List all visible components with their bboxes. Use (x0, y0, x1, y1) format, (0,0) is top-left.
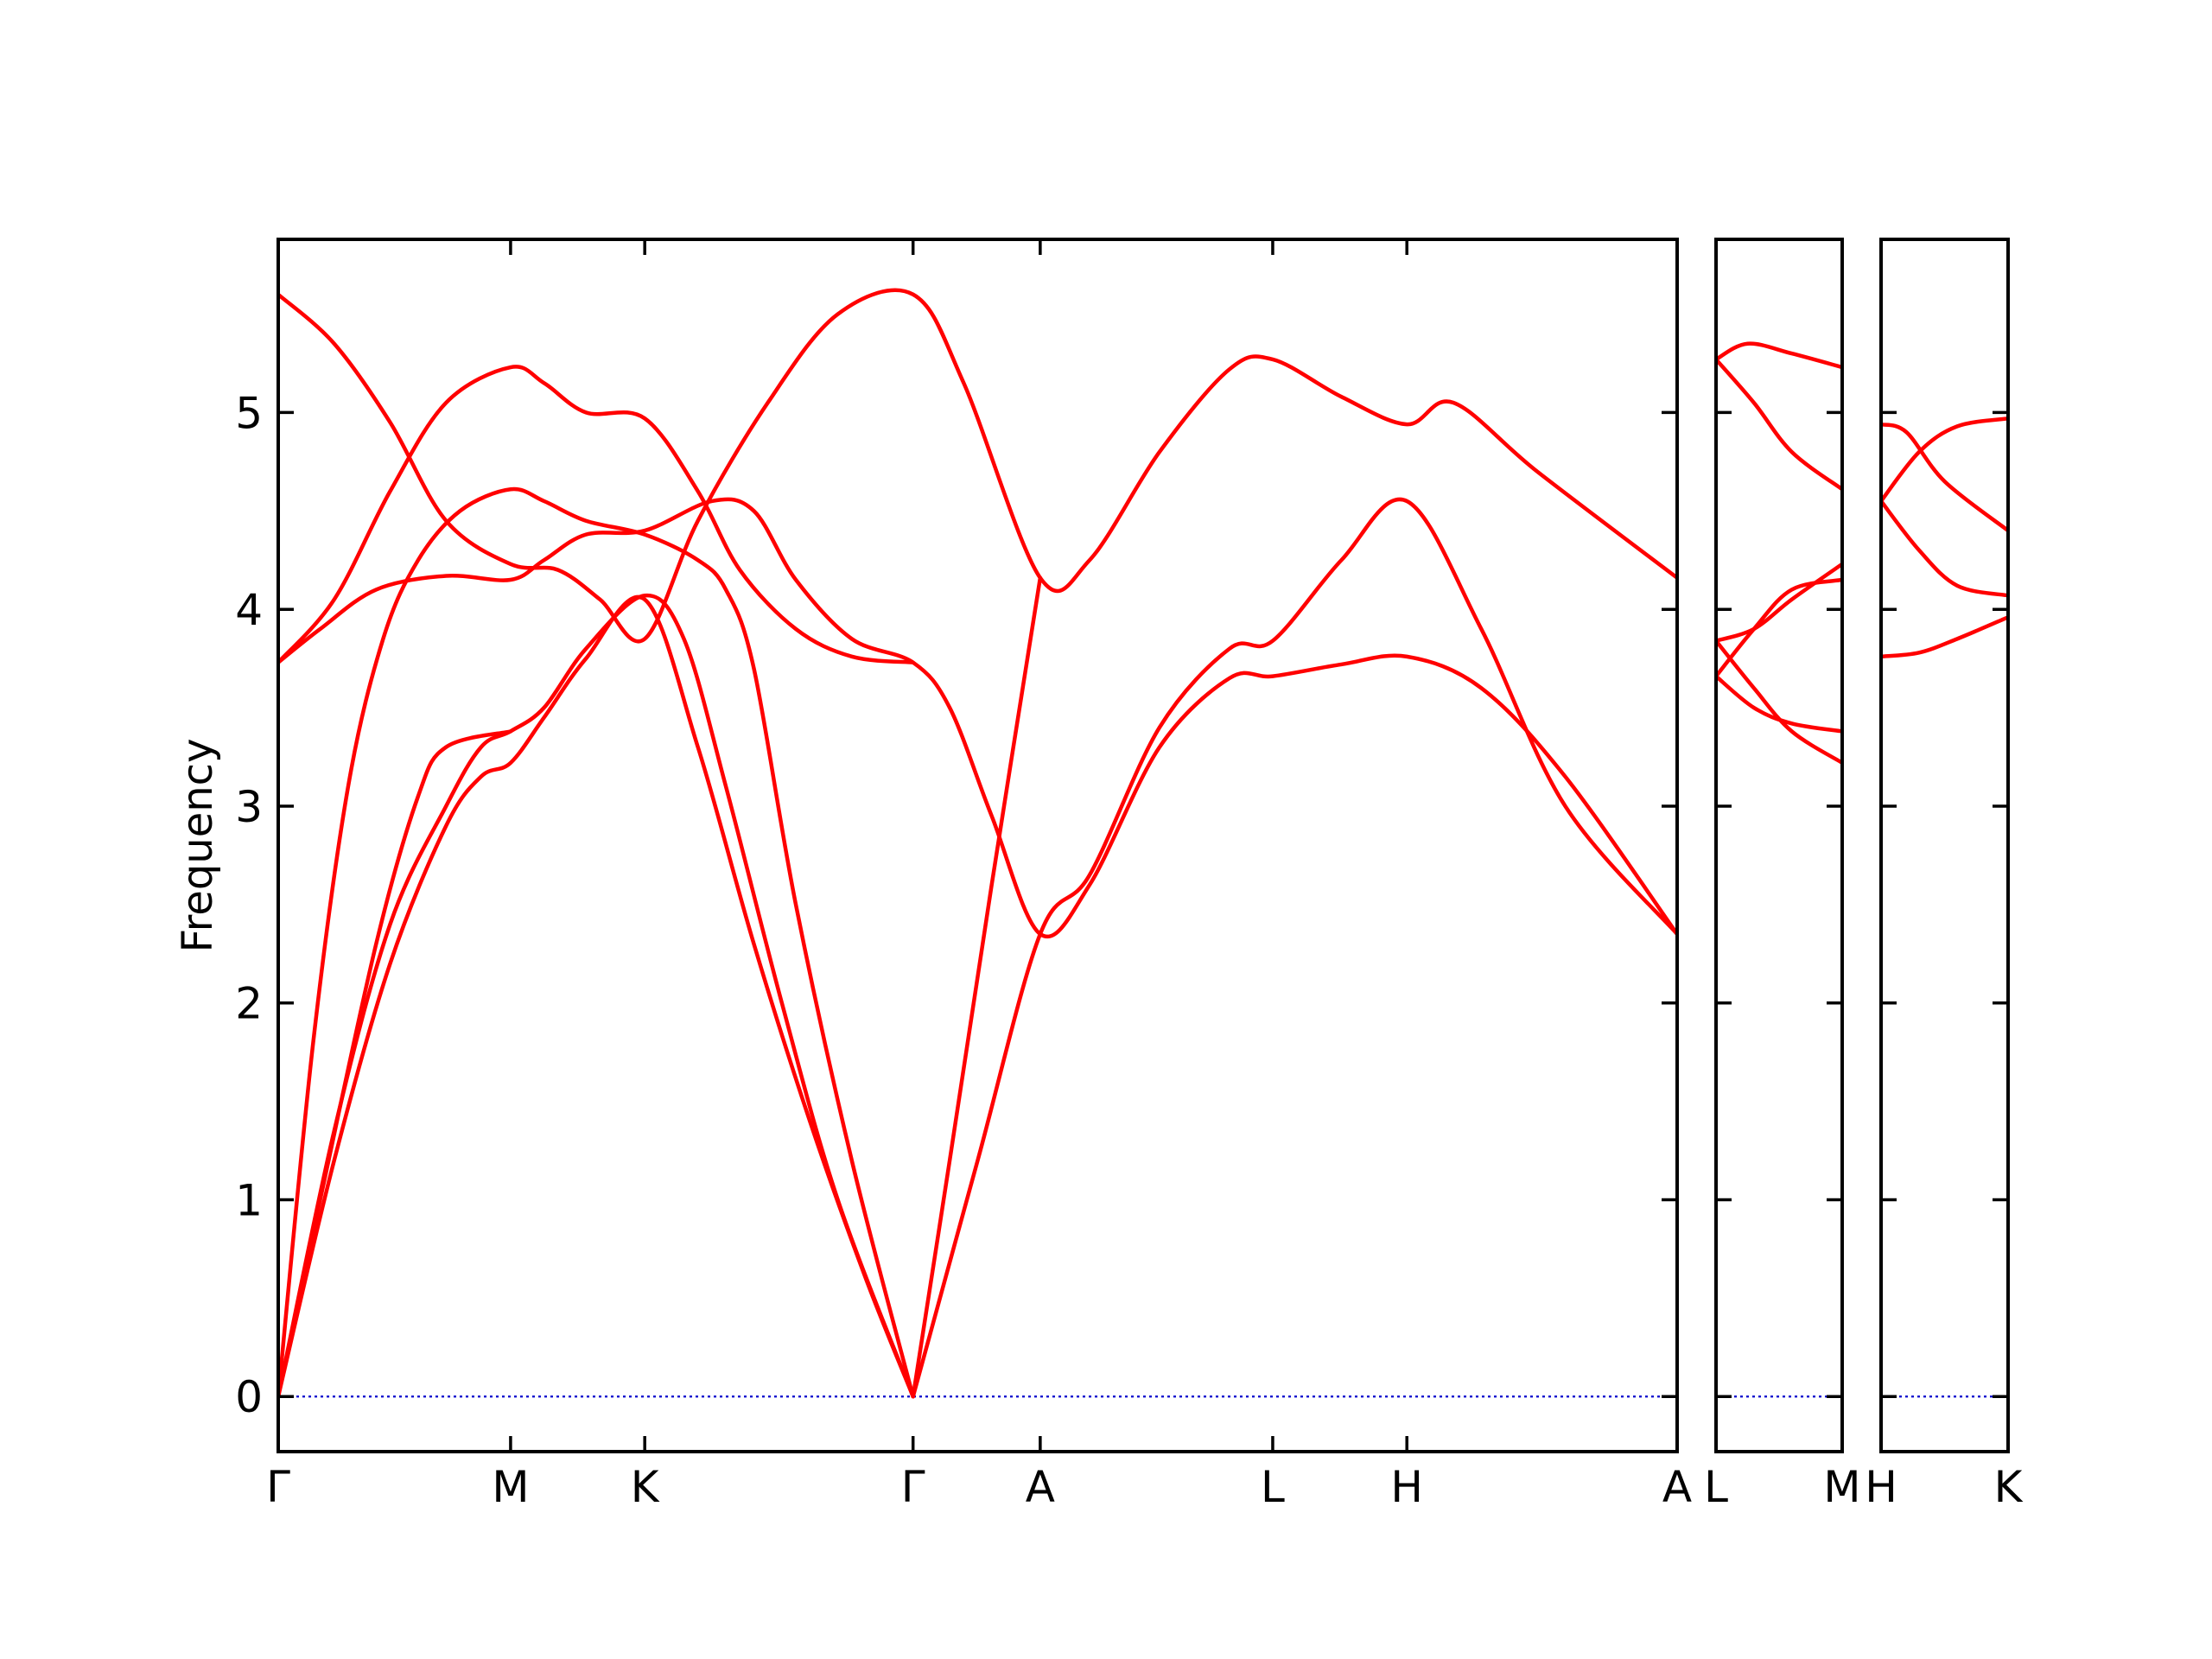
x-tick-label-1-7: H (1390, 1462, 1423, 1512)
y-tick-label-1: 0 (235, 1372, 263, 1422)
band-line-2-6 (1716, 639, 1842, 766)
band-line-1-3 (278, 486, 915, 1399)
x-tick-label-2-2: M (1823, 1462, 1860, 1512)
band-line-1-4 (278, 497, 1677, 939)
x-tick-label-1-2: M (492, 1462, 529, 1512)
panel-frame (1879, 238, 2010, 1453)
band-lines (278, 288, 1677, 1399)
band-line-2-1 (1716, 341, 1842, 370)
panel-frame (1714, 238, 1844, 1453)
panel-1: Γ M K Γ A L H A 0 1 2 3 4 5 (235, 238, 1692, 1512)
x-tick-label-3-2: K (1994, 1462, 2024, 1512)
band-line-1-1 (278, 594, 915, 1399)
x-tick-label-1-3: K (631, 1462, 660, 1512)
band-line-1-6 (278, 288, 1677, 644)
x-tick-label-1-8: A (1662, 1462, 1692, 1512)
band-line-3-4 (1881, 615, 2008, 659)
band-line-1-7 (278, 729, 513, 1399)
band-lines (1881, 416, 2008, 659)
x-tick-label-1-5: A (1026, 1462, 1055, 1512)
band-line-2-2 (1716, 357, 1842, 492)
y-axis-label: Frequency (174, 739, 222, 953)
band-line-1-9 (911, 497, 1677, 1399)
y-tick-label-4: 3 (235, 782, 263, 832)
band-line-1-8 (911, 575, 1043, 1399)
band-line-2-4 (1716, 577, 1842, 678)
y-tick-label-5: 4 (235, 585, 263, 635)
x-tick-label-1-4: Γ (901, 1462, 925, 1512)
band-line-2-3 (1716, 562, 1842, 643)
band-line-3-2 (1881, 416, 2008, 504)
x-tick-label-3-1: H (1865, 1462, 1897, 1512)
y-tick-label-3: 2 (235, 979, 263, 1029)
band-line-2-5 (1716, 674, 1842, 734)
band-line-1-5 (278, 365, 915, 664)
x-tick-label-2-1: L (1704, 1462, 1728, 1512)
band-line-1-2 (278, 593, 915, 1399)
y-tick-label-6: 5 (235, 388, 263, 438)
band-line-3-1 (1881, 422, 2008, 533)
band-line-3-3 (1881, 499, 2008, 598)
x-tick-label-1-1: Γ (266, 1462, 290, 1512)
y-tick-label-2: 1 (235, 1175, 263, 1225)
x-tick-label-1-6: L (1261, 1462, 1285, 1512)
panel-frame (276, 238, 1679, 1453)
band-lines (1716, 341, 1842, 766)
